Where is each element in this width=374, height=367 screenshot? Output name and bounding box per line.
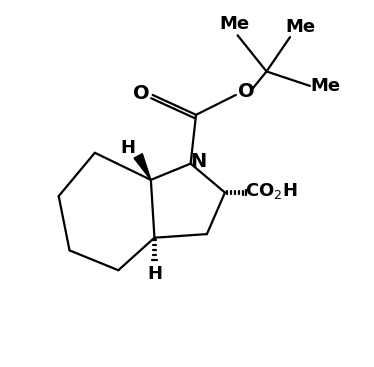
Polygon shape [134,154,151,180]
Text: CO$_2$H: CO$_2$H [245,181,297,201]
Text: O: O [238,82,255,101]
Text: Me: Me [219,15,249,33]
Text: H: H [120,139,135,157]
Text: Me: Me [310,77,340,95]
Text: Me: Me [285,18,315,36]
Text: N: N [190,152,207,171]
Text: O: O [133,84,149,103]
Text: H: H [147,265,162,283]
